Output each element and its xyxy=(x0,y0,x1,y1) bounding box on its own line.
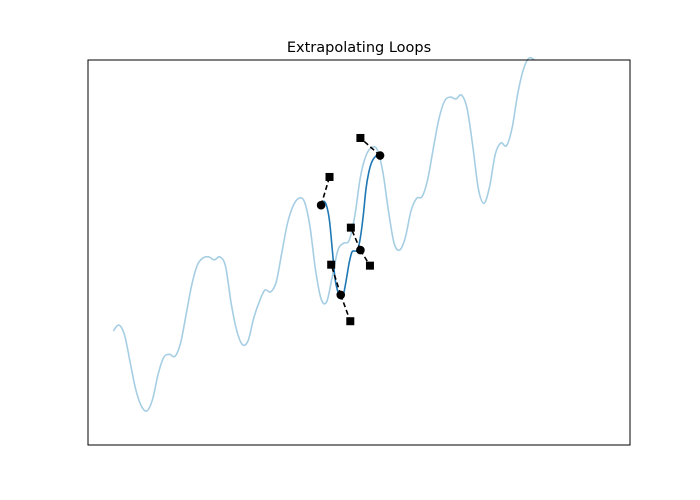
plot-area xyxy=(112,56,535,412)
chart-title: Extrapolating Loops xyxy=(287,40,431,56)
extrapolation-square-marker xyxy=(356,133,365,142)
highlight-curve xyxy=(320,154,381,300)
extrapolation-square-marker xyxy=(346,223,355,232)
background-curve xyxy=(112,56,535,412)
extrapolation-square-marker xyxy=(327,260,336,269)
extrapolation-square-marker xyxy=(365,261,374,270)
loop-point-marker-1 xyxy=(316,200,326,210)
loop-point-marker-3 xyxy=(356,245,365,255)
extrapolation-square-marker xyxy=(325,172,334,181)
extrapolation-segment-1 xyxy=(320,176,331,206)
loop-point-marker-2 xyxy=(336,290,346,300)
extrapolation-square-marker xyxy=(346,317,355,326)
extrapolation-segment-3 xyxy=(339,294,352,322)
loop-point-marker-4 xyxy=(375,151,385,160)
extrapolation-segment-6 xyxy=(359,137,381,157)
extrapolation-segment-2 xyxy=(330,264,342,296)
axes-frame xyxy=(87,59,631,446)
